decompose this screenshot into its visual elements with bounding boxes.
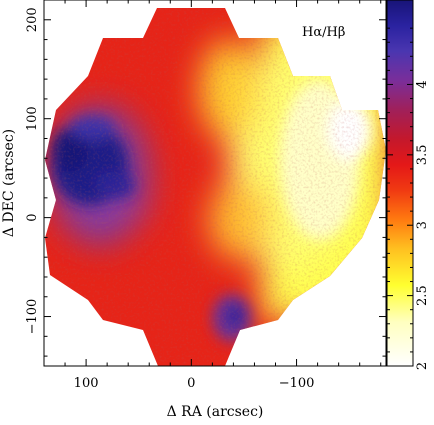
y-tick-label: 200 (25, 7, 40, 32)
y-tick-label: −100 (25, 299, 40, 335)
colorbar-tick-label: 4 (415, 80, 430, 88)
x-axis: 100 0 −100 (43, 0, 382, 391)
x-tick-label: −100 (279, 376, 315, 391)
y-axis: −100 0 100 200 (25, 0, 386, 357)
colorbar-axis: 2 2.5 3 3.5 4 (387, 27, 430, 370)
x-tick-label: 0 (187, 376, 195, 391)
colorbar: 2 2.5 3 3.5 4 (386, 0, 430, 370)
y-tick-label: 0 (25, 213, 40, 221)
colorbar-tick-label: 3.5 (415, 145, 430, 166)
ratio-annotation: Hα/Hβ (302, 25, 345, 40)
colorbar-gradient (387, 0, 413, 366)
x-tick-label: 100 (74, 376, 99, 391)
y-axis-label: Δ DEC (arcsec) (1, 129, 17, 237)
y-tick-label: 100 (25, 106, 40, 131)
map-image (45, 8, 386, 366)
x-axis-label: Δ RA (arcsec) (167, 404, 264, 420)
colorbar-tick-label: 3 (415, 221, 430, 229)
colorbar-tick-label: 2 (415, 362, 430, 370)
plot-frame (43, 0, 387, 367)
colorbar-tick-label: 2.5 (415, 285, 430, 306)
